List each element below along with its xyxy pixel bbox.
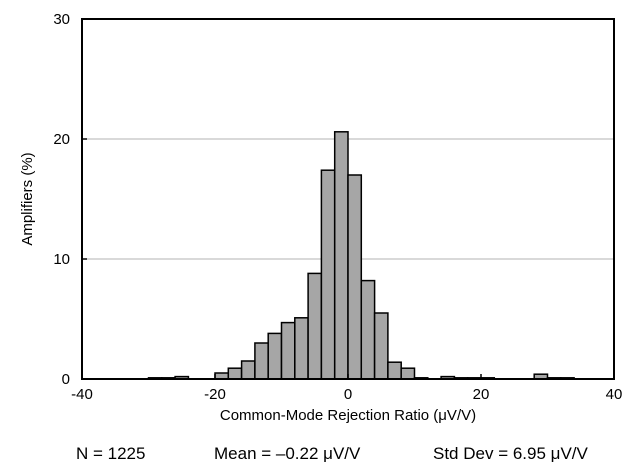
histogram-bar-15 [373, 312, 389, 380]
x-axis-ticks: -40 -20 0 20 40 [71, 374, 622, 403]
histogram-bar-8 [280, 321, 296, 380]
histogram-bar-13 [347, 174, 363, 380]
histogram-bar-5 [240, 360, 256, 380]
histogram-bar-4 [227, 367, 243, 380]
y-axis-label: Amplifiers (%) [19, 152, 36, 245]
histogram-bar-7 [267, 332, 283, 380]
histogram-bar-6 [254, 342, 269, 380]
x-tick-label-0: -40 [71, 386, 93, 403]
histogram-bars [147, 131, 575, 380]
y-tick-label-1: 10 [53, 251, 70, 268]
x-tick-label-2: 0 [344, 386, 352, 403]
histogram-bar-14 [360, 279, 376, 380]
x-tick-label-3: 20 [473, 386, 490, 403]
stat-std-dev: Std Dev = 6.95 μV/V [433, 444, 589, 463]
x-tick-label-4: 40 [606, 386, 623, 403]
x-axis-label: Common-Mode Rejection Ratio (μV/V) [220, 407, 476, 424]
y-tick-label-0: 0 [62, 371, 70, 388]
histogram-bar-12 [333, 131, 349, 380]
histogram-bar-17 [400, 367, 416, 380]
histogram-bar-11 [320, 169, 336, 380]
histogram-bar-10 [307, 272, 323, 380]
y-tick-label-3: 30 [53, 11, 70, 28]
y-axis-ticks: 0 10 20 30 [53, 11, 87, 388]
stat-mean: Mean = –0.22 μV/V [214, 444, 361, 463]
histogram-bar-16 [387, 361, 402, 380]
x-tick-label-1: -20 [204, 386, 226, 403]
histogram-bar-9 [294, 317, 309, 380]
stat-sample-count: N = 1225 [76, 444, 145, 463]
y-tick-label-2: 20 [53, 131, 70, 148]
